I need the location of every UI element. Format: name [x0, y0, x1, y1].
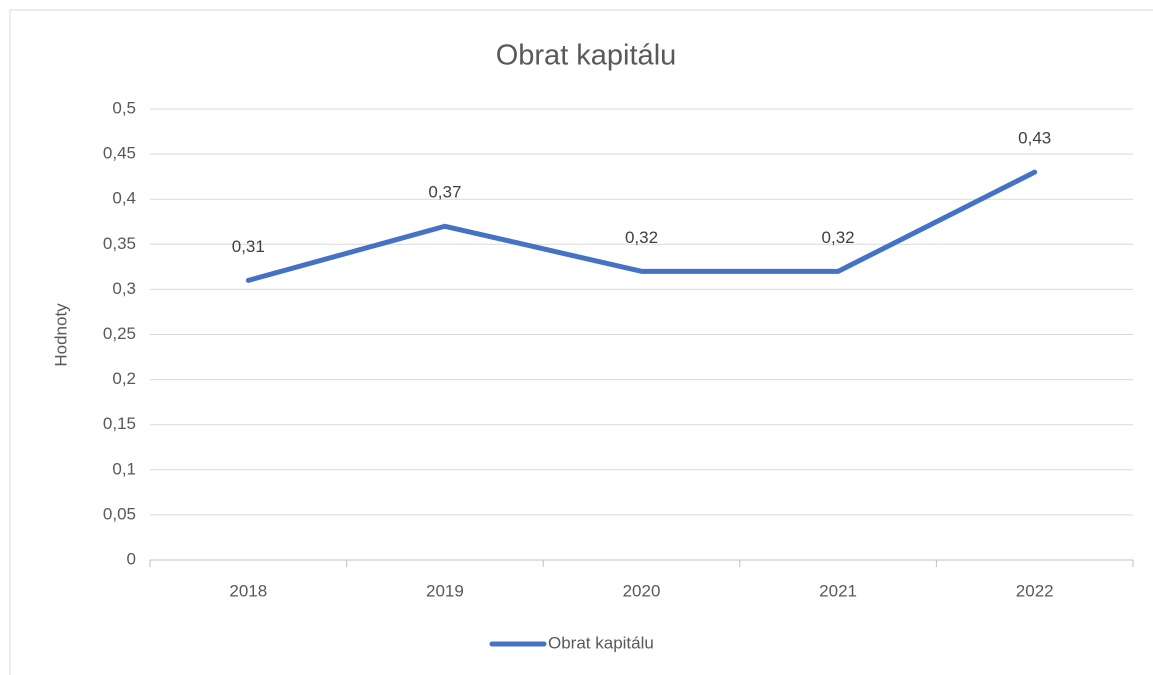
- x-tick-label: 2020: [623, 581, 661, 600]
- y-tick-label: 0,4: [112, 189, 136, 208]
- y-tick-label: 0,1: [112, 459, 136, 478]
- data-label: 0,37: [428, 183, 461, 202]
- y-tick-label: 0,25: [103, 324, 136, 343]
- chart-title: Obrat kapitálu: [496, 40, 677, 72]
- chart-border: [9, 9, 1153, 675]
- data-label: 0,31: [232, 237, 265, 256]
- data-label: 0,32: [625, 228, 658, 247]
- x-tick-label: 2022: [1016, 581, 1054, 600]
- data-label: 0,32: [822, 228, 855, 247]
- x-tick-label: 2021: [819, 581, 857, 600]
- legend-label: Obrat kapitálu: [548, 633, 654, 652]
- x-tick-label: 2018: [229, 581, 267, 600]
- y-tick-label: 0,05: [103, 504, 136, 523]
- y-tick-label: 0,3: [112, 279, 136, 298]
- data-label: 0,43: [1018, 129, 1051, 148]
- line: [245, 169, 1038, 283]
- y-tick-label: 0,45: [103, 144, 136, 163]
- y-tick-label: 0,2: [112, 369, 136, 388]
- y-tick-label: 0: [127, 549, 136, 568]
- y-tick-label: 0,35: [103, 234, 136, 253]
- y-axis-label: Hodnoty: [51, 303, 70, 367]
- y-tick-label: 0,5: [112, 98, 136, 117]
- x-tick-label: 2019: [426, 581, 464, 600]
- y-tick-label: 0,15: [103, 414, 136, 433]
